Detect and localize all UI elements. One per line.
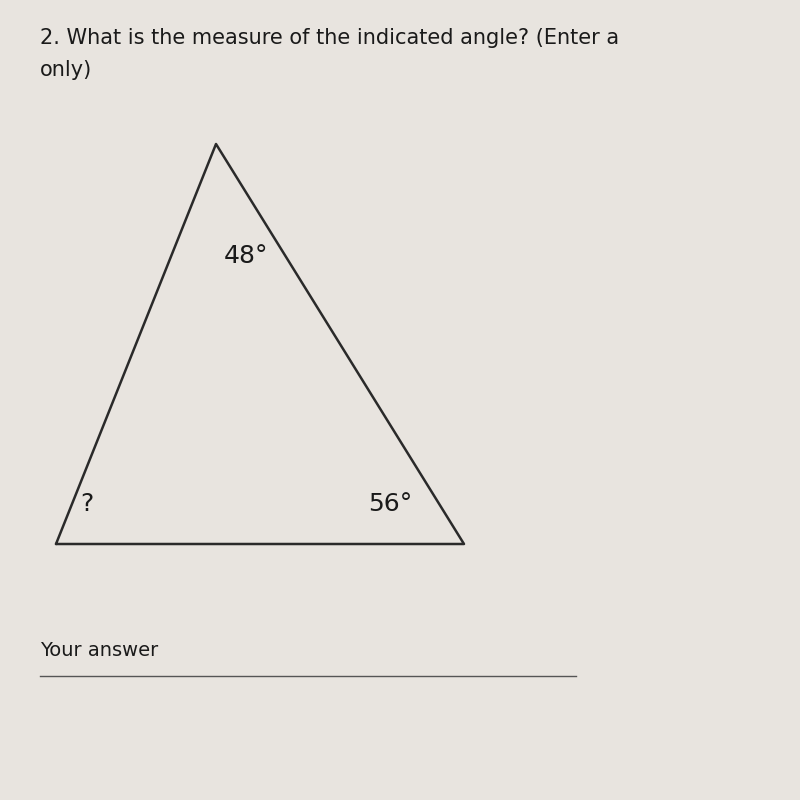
Text: 2. What is the measure of the indicated angle? (Enter a: 2. What is the measure of the indicated … [40, 28, 619, 48]
Text: only): only) [40, 60, 92, 80]
Text: Your answer: Your answer [40, 641, 158, 660]
Text: ?: ? [80, 492, 94, 516]
Text: 48°: 48° [224, 244, 269, 268]
Text: 56°: 56° [368, 492, 412, 516]
